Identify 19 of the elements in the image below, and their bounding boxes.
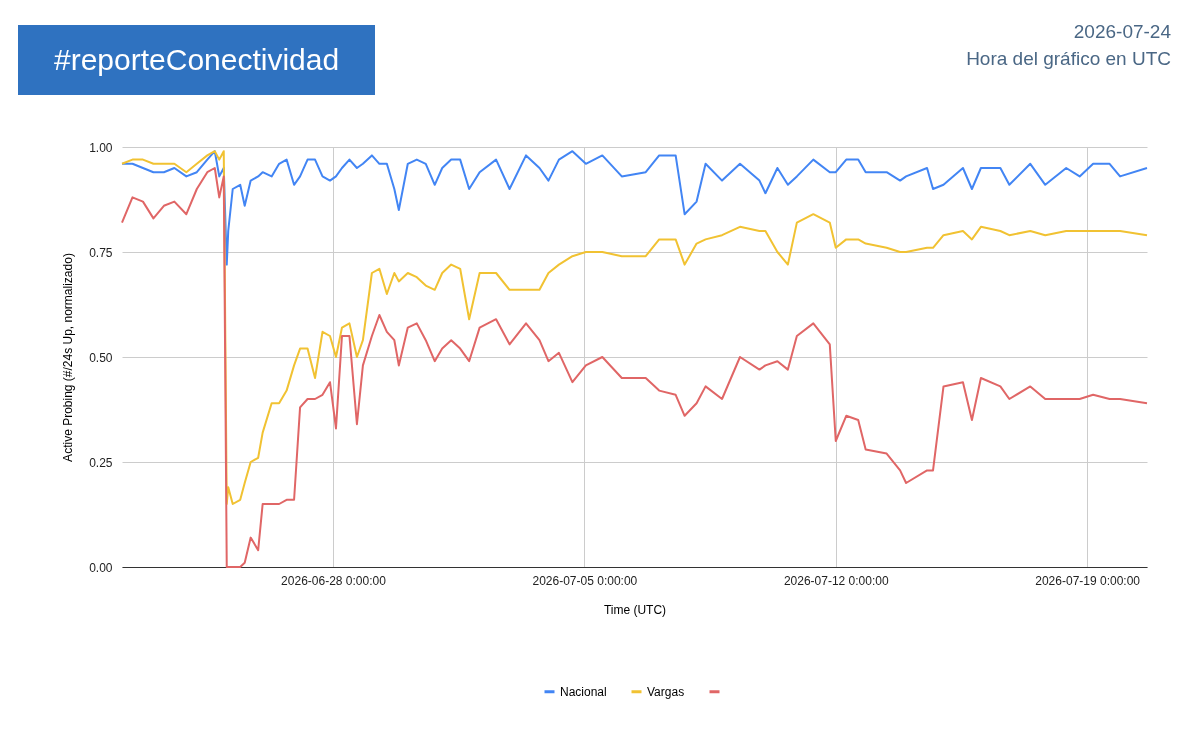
x-tick-label: 2026-07-05 0:00:00 xyxy=(532,573,638,588)
legend-label: Vargas xyxy=(647,684,685,699)
line-series xyxy=(121,150,1148,266)
y-tick-label: 0.25 xyxy=(89,455,113,470)
x-tick-label: 2026-06-28 0:00:00 xyxy=(281,573,387,588)
x-tick-label: 2026-07-19 0:00:00 xyxy=(1035,573,1141,588)
line-series xyxy=(121,150,1148,505)
y-tick-label: 0.75 xyxy=(89,245,113,260)
y-tick-label: 1.00 xyxy=(89,140,113,155)
line-series xyxy=(121,167,1148,568)
y-tick-label: 0.00 xyxy=(89,560,113,575)
legend-label: Nacional xyxy=(560,684,607,699)
y-axis-title: Active Probing (#/24s Up, normalizado) xyxy=(61,253,76,462)
text: 2026-07-24 xyxy=(1072,20,1171,44)
chart-title: #reporteConectividad xyxy=(18,25,376,95)
text: Hora del gráfico en UTC xyxy=(966,47,1171,71)
y-tick-label: 0.50 xyxy=(89,350,113,365)
x-axis-title: Time (UTC) xyxy=(603,602,667,617)
x-tick-label: 2026-07-12 0:00:00 xyxy=(783,573,889,588)
